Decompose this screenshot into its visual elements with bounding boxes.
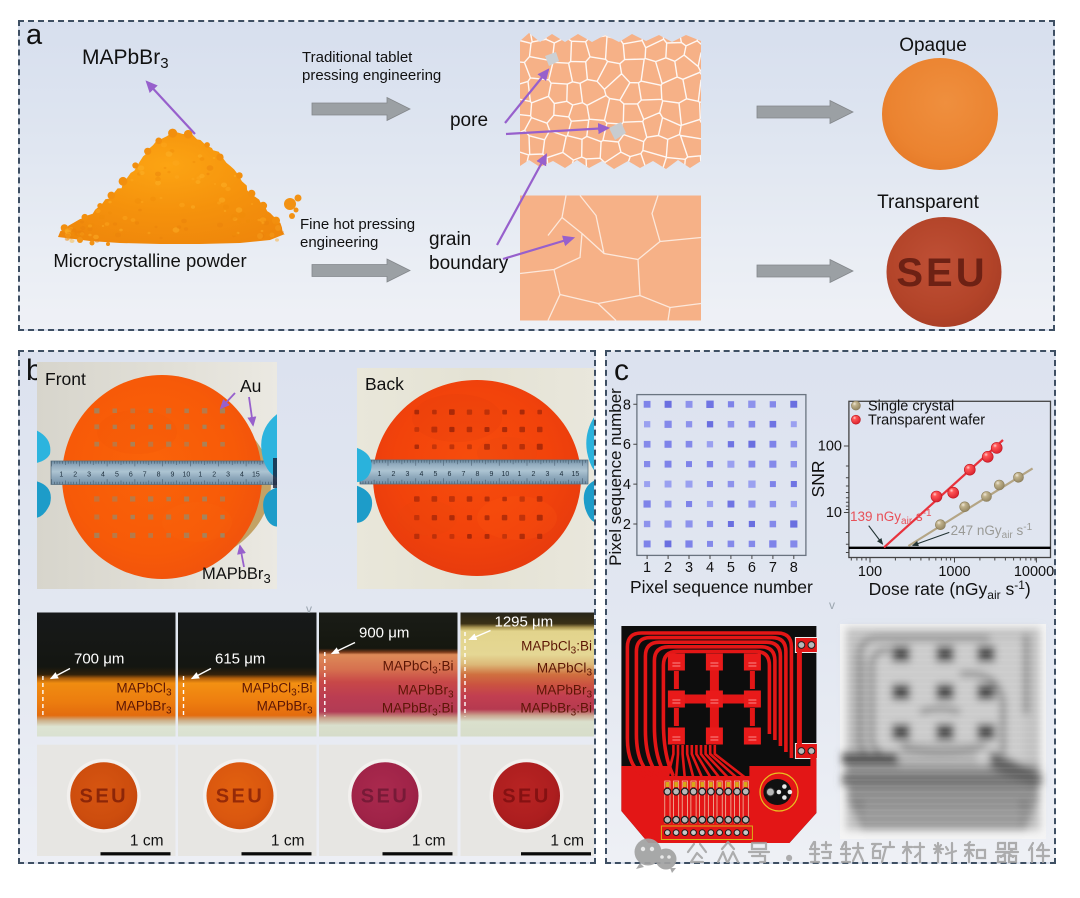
svg-text:SEU: SEU (216, 786, 265, 808)
svg-text:MAPbBr3​: MAPbBr3​ (536, 683, 592, 701)
svg-text:Opaque: Opaque (899, 35, 967, 56)
svg-text:1: 1 (643, 560, 651, 576)
svg-text:7: 7 (143, 472, 147, 479)
svg-text:Single crystal: Single crystal (868, 399, 954, 415)
svg-text:pore: pore (450, 110, 488, 131)
svg-text:1: 1 (517, 471, 521, 478)
svg-text:4: 4 (559, 471, 563, 478)
svg-text:MAPbBr3: MAPbBr3 (202, 565, 271, 586)
svg-text:2: 2 (623, 517, 631, 533)
svg-text:8: 8 (475, 471, 479, 478)
svg-text:1000: 1000 (938, 564, 970, 580)
svg-text:2: 2 (664, 560, 672, 576)
svg-text:Traditional tablet: Traditional tablet (302, 49, 413, 66)
svg-text:3: 3 (685, 560, 693, 576)
svg-text:MAPbBr3​: MAPbBr3​ (398, 683, 454, 701)
svg-text:4: 4 (706, 560, 714, 576)
svg-text:MAPbCl3​: MAPbCl3​ (537, 661, 593, 679)
svg-text:Au: Au (240, 376, 261, 396)
svg-text:grain: grain (429, 229, 471, 250)
svg-text:c: c (614, 354, 629, 387)
svg-text:SEU: SEU (361, 786, 410, 808)
svg-text:15: 15 (572, 471, 580, 478)
svg-text:SEU: SEU (896, 251, 987, 295)
svg-text:pressing engineering: pressing engineering (302, 67, 441, 84)
svg-text:900 μm: 900 μm (359, 625, 409, 642)
svg-text:100: 100 (858, 564, 882, 580)
svg-text:Fine hot pressing: Fine hot pressing (300, 216, 415, 233)
svg-text:1 cm: 1 cm (412, 833, 446, 850)
svg-text:4: 4 (623, 477, 631, 493)
svg-text:1295 μm: 1295 μm (495, 614, 554, 631)
svg-text:Microcrystalline powder: Microcrystalline powder (53, 250, 246, 271)
svg-text:v: v (306, 602, 312, 616)
svg-text:700 μm: 700 μm (74, 651, 124, 668)
svg-text:5: 5 (433, 471, 437, 478)
svg-text:Transparent: Transparent (877, 192, 979, 213)
svg-text:1: 1 (198, 472, 202, 479)
svg-text:2: 2 (391, 471, 395, 478)
svg-text:9: 9 (489, 471, 493, 478)
svg-text:139 nGyair s-1: 139 nGyair s-1 (850, 508, 932, 527)
svg-text:5: 5 (115, 472, 119, 479)
svg-text:10: 10 (183, 472, 191, 479)
svg-text:7: 7 (461, 471, 465, 478)
svg-text:615 μm: 615 μm (215, 651, 265, 668)
svg-text:Transparent wafer: Transparent wafer (868, 413, 985, 429)
svg-text:15: 15 (252, 472, 260, 479)
svg-text:8: 8 (623, 397, 631, 413)
svg-text:MAPbCl3​: MAPbCl3​ (116, 681, 172, 699)
svg-text:Pixel sequence number: Pixel sequence number (607, 388, 625, 566)
svg-text:1 cm: 1 cm (271, 833, 305, 850)
svg-text:6: 6 (623, 437, 631, 453)
svg-text:1 cm: 1 cm (550, 833, 584, 850)
svg-text:6: 6 (447, 471, 451, 478)
svg-text:10: 10 (826, 505, 842, 521)
svg-text:SEU: SEU (79, 786, 128, 808)
svg-text:SEU: SEU (502, 786, 551, 808)
svg-text:2: 2 (212, 472, 216, 479)
svg-text:MAPbBr3​: MAPbBr3​ (257, 699, 313, 717)
svg-text:9: 9 (171, 472, 175, 479)
svg-text:1: 1 (377, 471, 381, 478)
svg-text:4: 4 (101, 472, 105, 479)
svg-text:3: 3 (545, 471, 549, 478)
svg-text:7: 7 (769, 560, 777, 576)
svg-text:SNR: SNR (808, 461, 828, 498)
svg-text:Front: Front (45, 369, 86, 389)
svg-text:100: 100 (818, 439, 842, 455)
svg-text:4: 4 (419, 471, 423, 478)
svg-text:5: 5 (727, 560, 735, 576)
svg-text:3: 3 (405, 471, 409, 478)
svg-text:1: 1 (59, 472, 63, 479)
svg-text:Pixel sequence number: Pixel sequence number (630, 577, 813, 597)
svg-text:6: 6 (748, 560, 756, 576)
svg-text:a: a (26, 22, 43, 51)
svg-text:10000: 10000 (1014, 564, 1054, 580)
svg-text:8: 8 (157, 472, 161, 479)
svg-text:3: 3 (226, 472, 230, 479)
svg-text:MAPbBr3​: MAPbBr3​ (116, 699, 172, 717)
svg-text:Back: Back (365, 374, 404, 394)
svg-text:boundary: boundary (429, 253, 509, 274)
svg-text:1 cm: 1 cm (130, 833, 164, 850)
svg-text:MAPbBr3: MAPbBr3 (82, 46, 169, 72)
svg-text:10: 10 (502, 471, 510, 478)
svg-text:2: 2 (531, 471, 535, 478)
svg-text:engineering: engineering (300, 234, 378, 251)
svg-text:2: 2 (73, 472, 77, 479)
svg-text:247 nGyair s-1: 247 nGyair s-1 (951, 522, 1033, 541)
svg-text:3: 3 (87, 472, 91, 479)
svg-text:8: 8 (790, 560, 798, 576)
svg-text:Dose rate (nGyair s-1): Dose rate (nGyair s-1) (869, 578, 1031, 602)
svg-text:v: v (829, 598, 835, 612)
svg-text:6: 6 (129, 472, 133, 479)
svg-text:4: 4 (240, 472, 244, 479)
